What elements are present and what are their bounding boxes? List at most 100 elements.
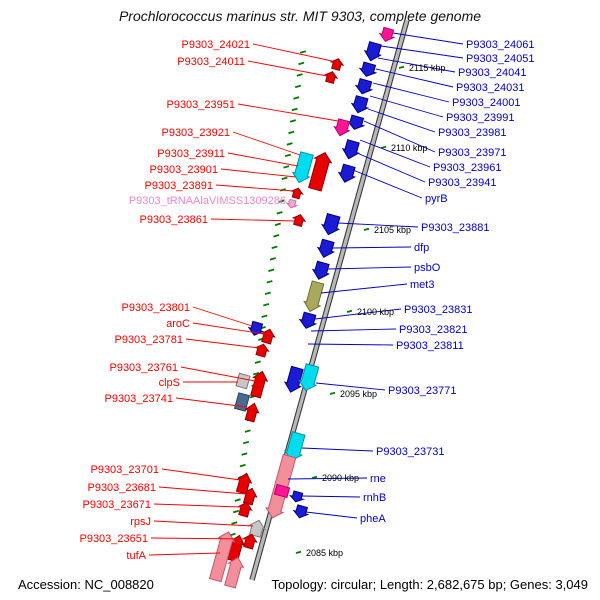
gene-label-right[interactable]: P9303_23771: [388, 385, 457, 397]
gene-label-right[interactable]: rnhB: [363, 492, 386, 504]
gene-arrow[interactable]: [332, 118, 351, 138]
gene-arrow[interactable]: [254, 342, 270, 358]
label-connector: [232, 131, 301, 156]
gene-label-right[interactable]: pheA: [360, 513, 386, 525]
label-connector: [332, 246, 412, 249]
gene-label-left[interactable]: rpsJ: [130, 516, 151, 528]
gene-arrow[interactable]: [298, 311, 318, 331]
label-connector: [215, 184, 295, 192]
gene-arrow[interactable]: [273, 483, 291, 499]
gene-arrow[interactable]: [235, 372, 251, 390]
gene-label-right[interactable]: P9303_24031: [456, 82, 525, 94]
gene-label-right[interactable]: P9303_23831: [404, 304, 473, 316]
gene-label-left[interactable]: P9303_23681: [87, 482, 156, 494]
label-connector: [359, 139, 431, 168]
gene-label-left[interactable]: P9303_23761: [109, 362, 178, 374]
label-connector: [327, 266, 412, 270]
gene-label-left[interactable]: P9303_tRNAAlaVIMSS1309286: [129, 195, 286, 207]
gene-label-right[interactable]: P9303_23941: [428, 177, 497, 189]
gene-label-right[interactable]: P9303_23821: [399, 324, 468, 336]
tick-mark: [231, 521, 238, 525]
gene-label-right[interactable]: P9303_24041: [458, 67, 527, 79]
gene-label-left[interactable]: P9303_23651: [79, 533, 148, 545]
gene-arrow[interactable]: [358, 61, 378, 79]
gene-label-right[interactable]: P9303_23971: [438, 147, 507, 159]
gene-label-right[interactable]: rne: [370, 473, 386, 485]
gene-label-right[interactable]: dfp: [414, 242, 429, 254]
tick-mark: [284, 153, 291, 158]
gene-arrow[interactable]: [247, 320, 265, 337]
gene-label-right[interactable]: P9303_24001: [452, 97, 521, 109]
label-connector: [150, 537, 248, 540]
gene-arrow[interactable]: [207, 530, 236, 583]
gene-label-left[interactable]: P9303_23801: [121, 302, 190, 314]
gene-arrow[interactable]: [354, 78, 374, 96]
gene-arrow[interactable]: [292, 504, 310, 519]
scale-tick: [398, 65, 405, 69]
gene-label-left[interactable]: aroC: [166, 318, 190, 330]
gene-arrow[interactable]: [341, 139, 362, 161]
gene-arrow[interactable]: [291, 151, 316, 185]
scale-label: 2100 kbp: [357, 307, 394, 317]
gene-label-right[interactable]: P9303_24051: [466, 53, 535, 65]
gene-arrow[interactable]: [260, 327, 277, 345]
scale-label: 2105 kbp: [374, 225, 411, 235]
label-connector: [320, 283, 408, 294]
gene-label-left[interactable]: P9303_23891: [144, 180, 213, 192]
gene-arrow[interactable]: [283, 431, 307, 463]
gene-arrow[interactable]: [243, 402, 261, 423]
gene-arrow[interactable]: [290, 187, 304, 200]
gene-label-left[interactable]: P9303_23861: [139, 214, 208, 226]
gene-arrow[interactable]: [337, 163, 357, 185]
gene-arrow[interactable]: [297, 363, 321, 393]
gene-arrow[interactable]: [291, 213, 307, 227]
gene-label-left[interactable]: tufA: [126, 550, 146, 562]
gene-label-right[interactable]: P9303_23981: [438, 127, 507, 139]
gene-arrow[interactable]: [288, 490, 306, 503]
gene-arrow[interactable]: [283, 365, 305, 394]
tick-mark: [298, 61, 305, 66]
page-title: Prochlorococcus marinus str. MIT 9303, c…: [118, 8, 482, 24]
gene-label-left[interactable]: P9303_24011: [177, 56, 245, 68]
gene-arrow[interactable]: [363, 41, 384, 63]
gene-label-left[interactable]: clpS: [159, 377, 180, 389]
gene-label-left[interactable]: P9303_23901: [149, 164, 218, 176]
gene-arrow[interactable]: [378, 26, 396, 43]
gene-label-left[interactable]: P9303_23951: [166, 99, 235, 111]
gene-label-left[interactable]: P9303_23671: [82, 499, 151, 511]
gene-arrow[interactable]: [249, 370, 270, 399]
gene-label-right[interactable]: met3: [410, 279, 434, 291]
label-connector: [153, 503, 242, 508]
gene-arrow[interactable]: [329, 57, 345, 71]
gene-label-right[interactable]: P9303_24061: [466, 39, 535, 51]
gene-arrow[interactable]: [307, 150, 334, 192]
gene-arrow[interactable]: [302, 280, 326, 313]
gene-label-right[interactable]: P9303_23991: [446, 112, 515, 124]
label-connector: [356, 152, 426, 183]
gene-label-right[interactable]: P9303_23811: [396, 340, 464, 352]
gene-label-right[interactable]: pyrB: [425, 193, 448, 205]
label-connector: [287, 477, 368, 480]
gene-label-left[interactable]: P9303_23921: [161, 127, 230, 139]
gene-arrow[interactable]: [285, 198, 299, 209]
tick-mark: [278, 199, 285, 204]
tick-mark: [294, 84, 302, 89]
gene-label-left[interactable]: P9303_23911: [157, 148, 225, 160]
gene-arrow[interactable]: [316, 238, 336, 260]
gene-label-left[interactable]: P9303_23781: [114, 334, 183, 346]
gene-label-right[interactable]: psbO: [414, 262, 441, 274]
gene-arrow[interactable]: [223, 555, 246, 589]
gene-arrow[interactable]: [320, 213, 342, 237]
gene-label-right[interactable]: P9303_23881: [421, 222, 490, 234]
gene-label-left[interactable]: P9303_24021: [181, 39, 250, 51]
gene-arrow[interactable]: [311, 260, 331, 282]
gene-arrow[interactable]: [323, 70, 339, 84]
gene-label-left[interactable]: P9303_23741: [104, 393, 173, 405]
gene-label-right[interactable]: P9303_23731: [376, 446, 445, 458]
gene-label-right[interactable]: P9303_23961: [433, 162, 502, 174]
label-connector: [380, 45, 464, 59]
gene-arrow[interactable]: [350, 95, 370, 115]
scale-tick: [363, 227, 370, 231]
gene-label-left[interactable]: P9303_23701: [90, 464, 159, 476]
